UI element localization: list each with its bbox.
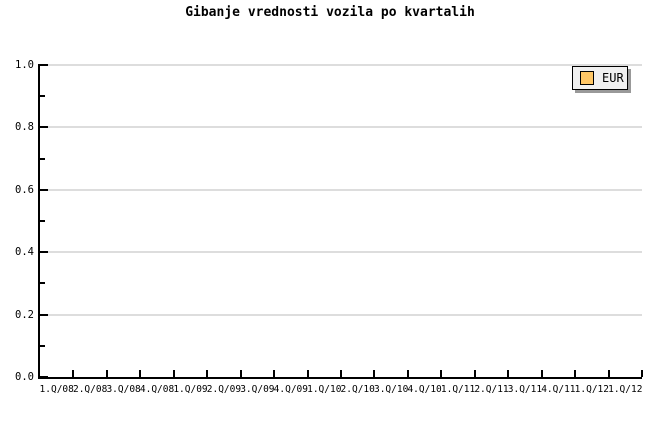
x-axis-tick-label: 2.Q/08 — [72, 384, 108, 395]
x-axis-tick — [574, 370, 577, 377]
x-axis-tick-label: 2.Q/09 — [206, 384, 242, 395]
y-axis-minor-tick — [40, 344, 45, 347]
chart-title: Gibanje vrednosti vozila po kvartalih — [185, 5, 475, 20]
x-axis-tick-label: 2.Q/10 — [340, 384, 375, 395]
y-axis-minor-tick — [40, 220, 45, 222]
y-axis-minor-tick — [40, 95, 45, 98]
x-axis-tick — [540, 370, 543, 377]
x-axis-tick — [607, 370, 610, 377]
x-axis-tick — [373, 370, 376, 377]
gridline — [40, 313, 642, 316]
x-axis-tick-label: 4.Q/09 — [273, 384, 308, 395]
legend: EUR — [572, 66, 628, 90]
x-axis-tick — [206, 370, 209, 377]
x-axis-tick-label: 3.Q/10 — [373, 384, 409, 395]
y-axis-tick-label: 0.6 — [15, 183, 34, 196]
x-axis-tick — [239, 370, 242, 377]
gridline — [40, 126, 642, 129]
x-axis-tick-label: 4.Q/10 — [407, 384, 442, 395]
y-axis-tick-label: 0.8 — [15, 121, 34, 134]
gridline — [40, 188, 642, 191]
x-axis-tick-label: 3.Q/09 — [240, 384, 275, 395]
y-axis-tick — [40, 126, 48, 129]
x-axis-tick — [139, 370, 142, 377]
x-axis-tick — [105, 370, 108, 377]
x-axis-tick — [473, 370, 476, 377]
x-axis-tick-label: 1.Q/11 — [440, 384, 476, 395]
gridline — [40, 64, 642, 66]
x-axis-tick-label: 4.Q/11 — [541, 384, 576, 395]
x-axis-tick — [641, 370, 643, 377]
x-axis-tick — [340, 370, 342, 377]
y-axis-tick-label: 1.0 — [15, 59, 34, 71]
x-axis-line — [38, 377, 642, 379]
x-axis-tick — [273, 370, 276, 377]
x-axis-tick — [507, 370, 510, 377]
x-axis-tick-label: 1.Q/10 — [307, 384, 342, 395]
x-axis-tick — [406, 370, 409, 377]
x-axis-tick-label: 1.Q/12 — [608, 384, 643, 395]
x-axis-tick — [72, 370, 75, 377]
x-axis-tick-label: 1.Q/08 — [39, 384, 74, 395]
x-axis-tick-label: 1.Q/12 — [574, 384, 609, 395]
y-axis-tick — [40, 376, 48, 378]
y-axis-minor-tick — [40, 157, 45, 160]
y-axis-tick — [40, 251, 48, 254]
x-axis-tick — [306, 370, 309, 377]
y-axis-minor-tick — [40, 282, 45, 285]
gridline — [40, 251, 642, 254]
y-axis-tick-label: 0.0 — [15, 371, 34, 383]
x-axis-tick — [172, 370, 175, 377]
x-axis-tick-label: 2.Q/11 — [474, 384, 509, 395]
y-axis-tick-label: 0.4 — [15, 246, 34, 259]
legend-label: EUR — [602, 71, 624, 85]
y-axis-tick — [40, 313, 48, 316]
y-axis-tick-label: 0.2 — [15, 308, 34, 321]
y-axis-tick — [40, 64, 48, 66]
x-axis-tick-label: 1.Q/09 — [173, 384, 208, 395]
x-axis-tick-label: 3.Q/11 — [507, 384, 543, 395]
x-axis-tick-label: 4.Q/08 — [139, 384, 175, 395]
y-axis-tick — [40, 188, 48, 191]
y-axis-line — [38, 64, 40, 379]
x-axis-tick-label: 3.Q/08 — [106, 384, 141, 395]
legend-swatch-icon — [580, 71, 594, 85]
x-axis-tick — [440, 370, 443, 377]
